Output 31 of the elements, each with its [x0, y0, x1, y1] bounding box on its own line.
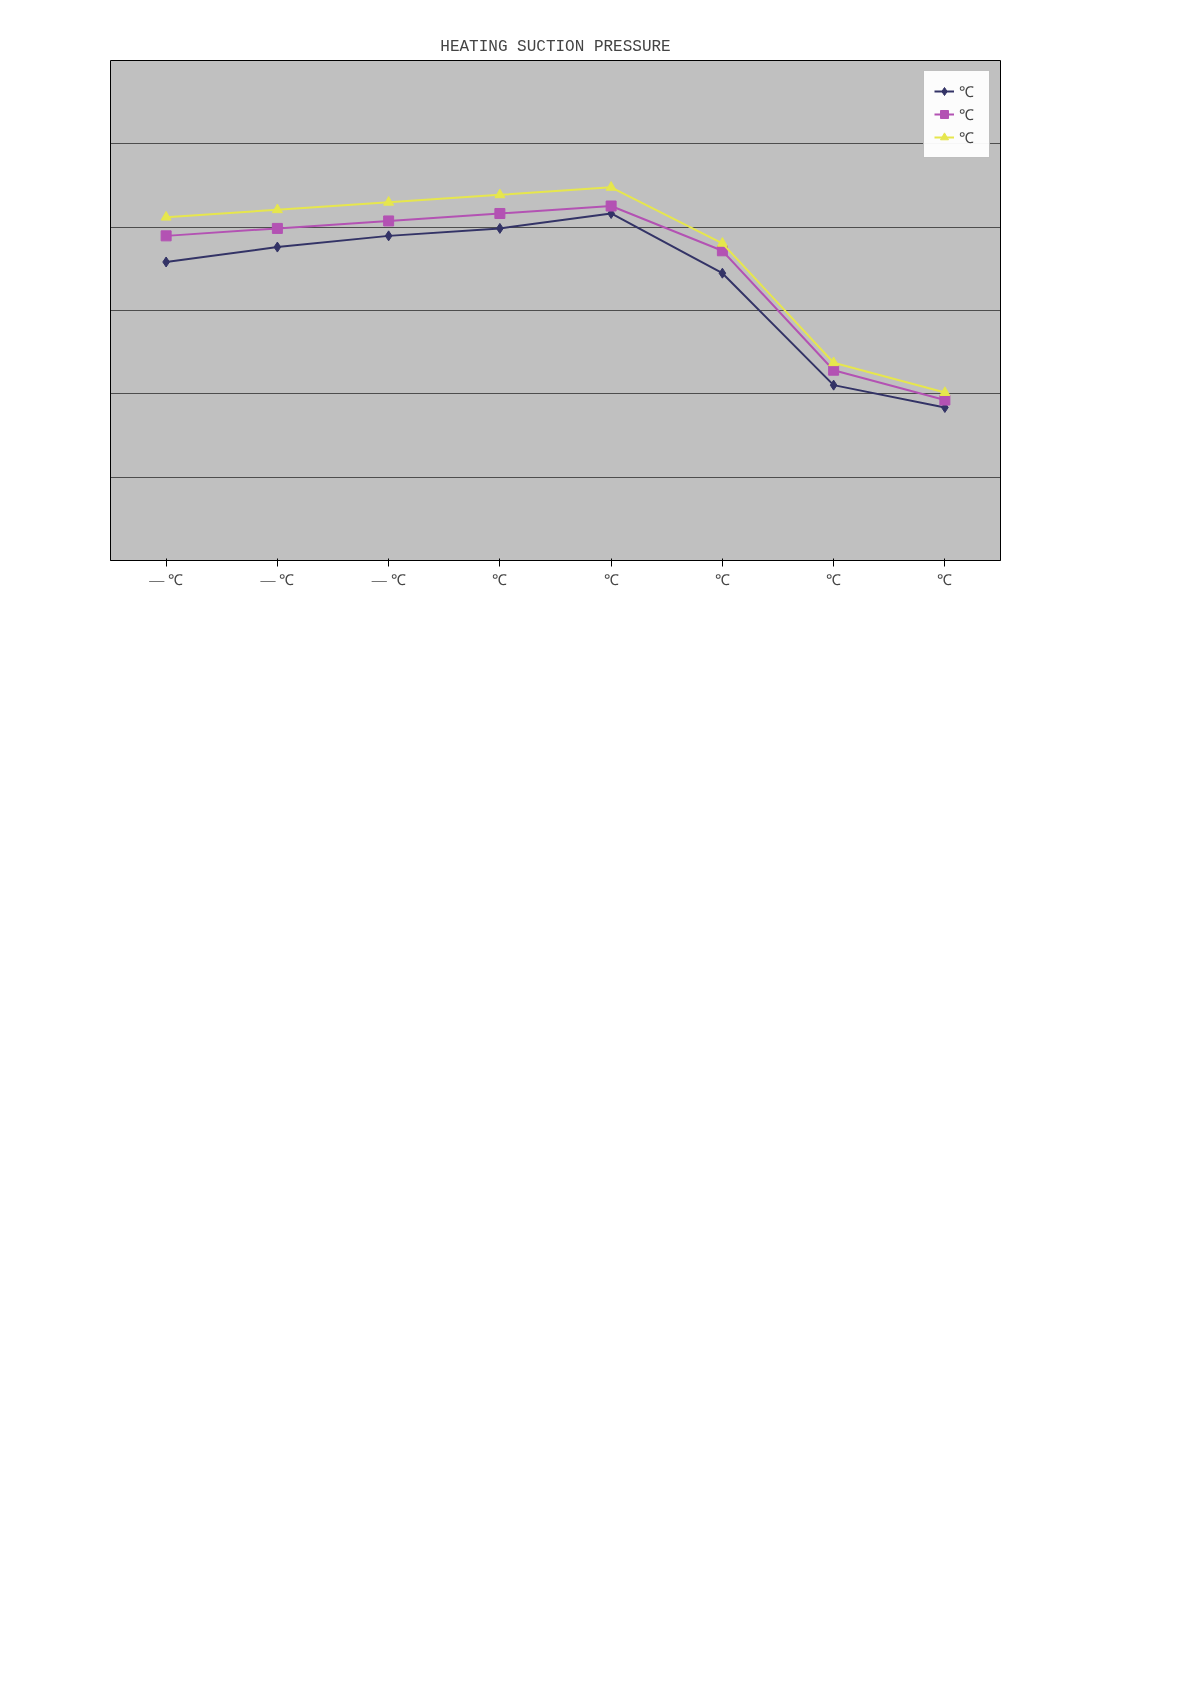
point [160, 230, 172, 242]
point [383, 215, 395, 227]
point [828, 356, 840, 367]
point [718, 267, 727, 279]
legend-label: ℃ [959, 129, 975, 147]
point [384, 230, 393, 242]
chart-title: HEATING SUCTION PRESSURE [440, 37, 671, 56]
x-tick-label: ℃ [603, 571, 619, 588]
x-tick-label: ℃ [714, 571, 730, 588]
point [828, 364, 840, 376]
legend-label: ℃ [959, 106, 975, 124]
x-tick-label: — ℃ [370, 571, 406, 588]
point [271, 203, 283, 214]
x-tick-label: ℃ [937, 571, 953, 588]
legend-label: ℃ [959, 83, 975, 101]
point [160, 210, 172, 221]
x-tick-label: ℃ [492, 571, 508, 588]
x-tick-label: — ℃ [148, 571, 183, 588]
point [939, 386, 951, 396]
point [271, 222, 283, 234]
point [494, 207, 506, 219]
point [273, 241, 282, 253]
x-tick-label: — ℃ [259, 571, 295, 588]
point [605, 181, 617, 191]
point [494, 188, 506, 199]
point [939, 394, 951, 406]
point [605, 200, 617, 212]
point [716, 237, 728, 247]
point [383, 196, 395, 206]
x-tick-label: ℃ [826, 571, 842, 588]
point [829, 379, 838, 391]
